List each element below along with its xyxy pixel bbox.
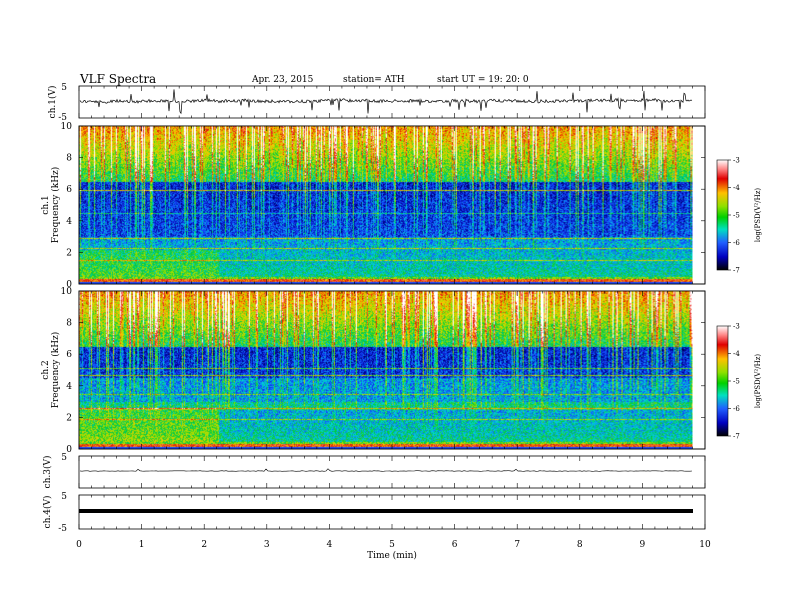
colorbar-tick-label: -6 (733, 239, 740, 247)
colorbar-tick-label: -3 (733, 323, 740, 331)
freq-tick-label: 2 (66, 248, 72, 258)
ch4-ylabel: ch.4(V) (42, 496, 53, 529)
colorbar-tick-label: -4 (733, 184, 740, 192)
ch1-ytick-bottom: -5 (58, 113, 67, 123)
ch1-ytick-top: 5 (61, 83, 67, 93)
ch3-ytick-top: 5 (61, 453, 67, 463)
freq-tick-label: 4 (66, 382, 72, 392)
ch1-colorbar: -3 -4 -5 -6 -7 log(PSD(V²/Hz) (716, 157, 762, 275)
colorbar-tick-label: -7 (733, 433, 740, 441)
x-tick-label-8: 8 (577, 540, 583, 550)
x-tick-label-4: 4 (327, 540, 333, 550)
freq-tick-label: 6 (66, 185, 72, 195)
ch2-colorbar: -3 -4 -5 -6 -7 log(PSD(V²/Hz) (716, 323, 762, 441)
x-tick-label-1: 1 (139, 540, 145, 550)
freq-tick-label: 8 (66, 319, 72, 329)
ch1-waveform-panel: 5 -5 ch.1(V) (47, 83, 706, 123)
colorbar-tick-label: -5 (733, 212, 740, 220)
ch1-ylabel: ch.1(V) (47, 86, 58, 119)
ch4-ytick-top: 5 (61, 492, 67, 502)
freq-tick-label: 4 (66, 217, 72, 227)
ch2-spectrogram-image (79, 291, 693, 449)
x-tick-label-6: 6 (452, 540, 458, 550)
x-tick-label-9: 9 (640, 540, 646, 550)
colorbar-tick-label: -4 (733, 350, 740, 358)
colorbar-tick-label: -6 (733, 405, 740, 413)
freq-tick-label: 8 (66, 154, 72, 164)
colorbar-tick-label: -5 (733, 378, 740, 386)
start-time-label: start UT = 19: 20: 0 (437, 75, 529, 85)
ch1-spectrogram-image (79, 126, 693, 284)
ch4-waveform-panel: 5 -5 ch.4(V) (42, 492, 706, 534)
x-tick-label-0: 0 (76, 540, 82, 550)
x-axis-label: Time (min) (367, 550, 417, 561)
ch4-waveform-line (79, 509, 693, 513)
ch1-waveform-line (79, 89, 693, 115)
ch1-spectrogram-panel: 0 2 4 6 8 10 ch.1 Frequency (kHz) (41, 122, 706, 290)
colorbar-tick-label: -3 (733, 157, 740, 165)
ch1-colorbar-label: log(PSD(V²/Hz) (754, 188, 762, 243)
chart-title: VLF Spectra (80, 72, 157, 86)
ch2-colorbar-label: log(PSD(V²/Hz) (754, 354, 762, 409)
station-label: station= ATH (343, 75, 405, 85)
ch2-spectrogram-panel: 0 2 4 6 8 10 ch.2 Frequency (kHz) (41, 287, 706, 455)
x-tick-label-7: 7 (514, 540, 520, 550)
ch3-ylabel: ch.3(V) (42, 456, 53, 489)
ch1-ylabel-channel: ch.1 (41, 195, 51, 214)
x-tick-label-10: 10 (699, 540, 711, 550)
colorbar-tick-label: -7 (733, 267, 740, 275)
ch2-ylabel-frequency: Frequency (kHz) (50, 332, 61, 409)
x-tick-label-2: 2 (201, 540, 207, 550)
x-tick-label-3: 3 (264, 540, 270, 550)
ch2-ylabel-channel: ch.2 (41, 360, 51, 379)
ch3-waveform-panel: 5 ch.3(V) (42, 453, 706, 489)
freq-tick-label: 10 (61, 122, 73, 132)
freq-tick-label: 0 (66, 280, 72, 290)
ch1-ylabel-frequency: Frequency (kHz) (50, 167, 61, 244)
ch4-ytick-bottom: -5 (58, 524, 67, 534)
date-label: Apr. 23, 2015 (252, 75, 314, 85)
freq-tick-label: 0 (66, 445, 72, 455)
freq-tick-label: 2 (66, 413, 72, 423)
freq-tick-label: 10 (61, 287, 73, 297)
x-tick-label-5: 5 (389, 540, 395, 550)
freq-tick-label: 6 (66, 350, 72, 360)
ch3-waveform-line (79, 468, 693, 472)
